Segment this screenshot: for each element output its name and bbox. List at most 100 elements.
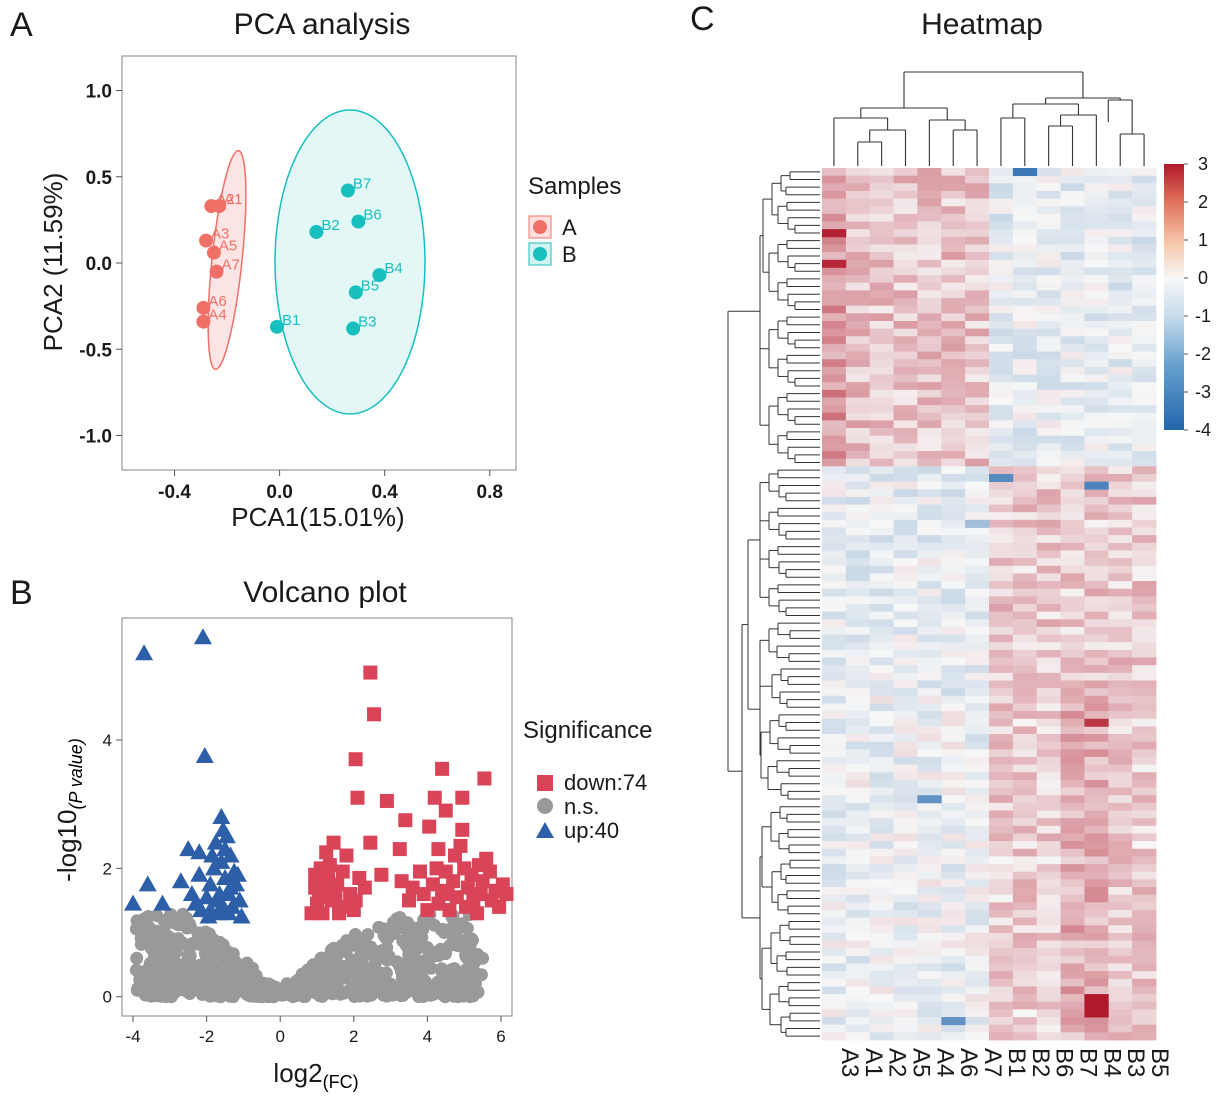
volcano-ns-point	[338, 986, 352, 1000]
heatmap-cell	[1108, 596, 1133, 605]
heatmap-cell	[845, 802, 871, 811]
heatmap-cell	[1084, 841, 1109, 850]
heatmap-cell	[989, 917, 1014, 926]
pca-y-tick-label: 0.5	[86, 168, 113, 189]
heatmap-cell	[1036, 389, 1061, 398]
heatmap-cell	[1084, 527, 1109, 536]
heatmap-cell	[917, 550, 942, 559]
heatmap-cell	[917, 519, 942, 528]
heatmap-cell	[1084, 236, 1109, 245]
volcano-up-point	[210, 885, 229, 902]
heatmap-cell	[1060, 473, 1085, 483]
heatmap-cell	[1108, 351, 1133, 360]
heatmap-cell	[845, 688, 871, 697]
heatmap-cell	[917, 168, 942, 177]
heatmap-cell	[893, 351, 918, 360]
heatmap-cell	[1132, 343, 1157, 352]
heatmap-cell	[965, 435, 990, 444]
heatmap-cell	[941, 619, 966, 628]
heatmap-cell	[1012, 833, 1038, 842]
heatmap-cell	[1060, 810, 1085, 819]
heatmap-cell	[989, 932, 1014, 941]
heatmap-cell	[869, 772, 894, 781]
heatmap-cell	[965, 642, 990, 651]
heatmap-cell	[822, 519, 847, 528]
heatmap-cell	[893, 887, 918, 896]
heatmap-cell	[965, 825, 990, 834]
heatmap-cell	[822, 343, 847, 352]
heatmap-cell	[1132, 190, 1157, 199]
heatmap-cell	[941, 397, 966, 406]
heatmap-cell	[989, 252, 1014, 261]
heatmap-cell	[1036, 175, 1061, 184]
heatmap-cell	[893, 496, 918, 505]
heatmap-cell	[869, 657, 894, 666]
heatmap-cell	[989, 565, 1014, 574]
heatmap-cell	[869, 190, 894, 199]
heatmap-cell	[869, 1032, 894, 1041]
heatmap-cell	[1060, 481, 1085, 490]
heatmap-cell	[917, 366, 942, 375]
heatmap-cell	[1084, 649, 1109, 658]
volcano-down-point	[339, 848, 354, 863]
heatmap-cell	[917, 649, 942, 658]
heatmap-cell	[1060, 275, 1085, 284]
heatmap-cell	[1036, 466, 1061, 475]
heatmap-cell	[1012, 986, 1038, 995]
heatmap-cell	[1060, 535, 1085, 544]
heatmap-cell	[1108, 343, 1133, 352]
heatmap-cell	[965, 726, 990, 735]
heatmap-cell	[822, 267, 847, 276]
heatmap-cell	[917, 496, 942, 505]
heatmap-cell	[845, 351, 871, 360]
heatmap-cell	[893, 190, 918, 199]
heatmap-cell	[1036, 1032, 1061, 1041]
heatmap-cell	[1132, 496, 1157, 505]
volcano-ns-point	[393, 987, 407, 1001]
heatmap-cell	[1108, 703, 1133, 712]
heatmap-cell	[869, 328, 894, 337]
heatmap-cell	[845, 550, 871, 559]
heatmap-cell	[965, 626, 990, 635]
heatmap-cell	[893, 994, 918, 1003]
heatmap-cell	[1036, 198, 1061, 207]
heatmap-cell	[917, 290, 942, 299]
pca-ellipse-b	[274, 109, 426, 415]
heatmap-cell	[1060, 940, 1085, 949]
heatmap-cell	[893, 343, 918, 352]
heatmap-cell	[941, 389, 966, 398]
heatmap-cell	[965, 298, 990, 307]
heatmap-cell	[822, 458, 847, 467]
heatmap-cell	[893, 198, 918, 207]
heatmap-cell	[869, 206, 894, 215]
heatmap-cell	[989, 489, 1014, 498]
heatmap-cell	[869, 734, 894, 743]
heatmap-cell	[869, 336, 894, 345]
heatmap-cell	[893, 611, 918, 620]
heatmap-cell	[941, 206, 966, 215]
heatmap-cell	[1060, 336, 1085, 345]
volcano-down-point	[438, 803, 453, 818]
heatmap-cell	[845, 481, 871, 490]
pca-point-b7	[340, 183, 355, 198]
pca-point-label: A3	[211, 226, 229, 243]
heatmap-cell	[1084, 244, 1109, 253]
heatmap-cell	[989, 351, 1014, 360]
heatmap-cell	[917, 734, 942, 743]
legend-marker-b	[533, 247, 547, 261]
heatmap-cell	[869, 810, 894, 819]
heatmap-cell	[989, 718, 1014, 727]
heatmap-cell	[1012, 374, 1038, 383]
heatmap-cell	[1108, 848, 1133, 857]
heatmap-cell	[917, 473, 942, 483]
heatmap-cell	[941, 787, 966, 796]
heatmap-cell	[965, 305, 990, 314]
heatmap-cell	[917, 565, 942, 574]
heatmap-cell	[917, 359, 942, 368]
heatmap-cell	[1060, 366, 1085, 375]
heatmap-cell	[869, 596, 894, 605]
heatmap-cell	[1132, 619, 1157, 628]
heatmap-cell	[989, 359, 1014, 368]
heatmap-cell	[1012, 887, 1038, 896]
heatmap-cell	[822, 1032, 847, 1041]
